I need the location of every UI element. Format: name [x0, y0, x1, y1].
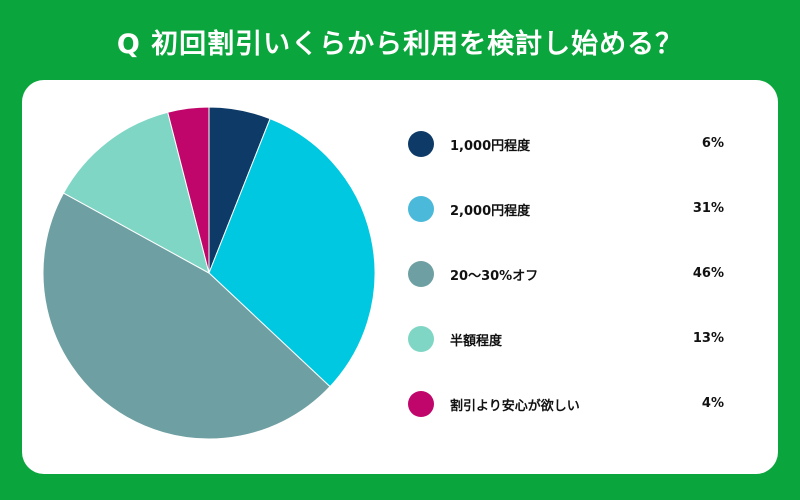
legend-label: 半額程度	[450, 333, 503, 349]
legend-swatch	[408, 391, 434, 417]
pie-slice-2	[208, 118, 376, 388]
legend-label: 20〜30%オフ	[450, 268, 539, 284]
pie-slice-5	[167, 106, 210, 274]
legend-label: 1,000円程度	[450, 138, 531, 154]
legend-value: 31%	[692, 201, 724, 216]
chart-legend: 1,000円程度 6% 2,000円程度 31% 20〜30%オフ 46% 半額程度 13% 割…	[408, 130, 738, 455]
legend-label: 2,000円程度	[450, 203, 531, 219]
pie-slice-3	[42, 192, 331, 440]
legend-value: 13%	[692, 331, 724, 346]
legend-item: 2,000円程度 31%	[408, 195, 738, 223]
legend-swatch	[408, 261, 434, 287]
legend-swatch	[408, 196, 434, 222]
legend-swatch	[408, 131, 434, 157]
legend-swatch	[408, 326, 434, 352]
legend-value: 4%	[701, 396, 724, 411]
legend-item: 20〜30%オフ 46%	[408, 260, 738, 288]
legend-label: 割引より安心が欲しい	[450, 398, 580, 414]
legend-value: 6%	[701, 136, 724, 151]
legend-item: 1,000円程度 6%	[408, 130, 738, 158]
legend-item: 割引より安心が欲しい 4%	[408, 390, 738, 418]
pie-slice-4	[62, 111, 210, 274]
pie-chart	[42, 106, 376, 440]
legend-item: 半額程度 13%	[408, 325, 738, 353]
page-title: Q 初回割引いくらから利用を検討し始める？	[116, 29, 684, 60]
legend-value: 46%	[692, 266, 724, 281]
